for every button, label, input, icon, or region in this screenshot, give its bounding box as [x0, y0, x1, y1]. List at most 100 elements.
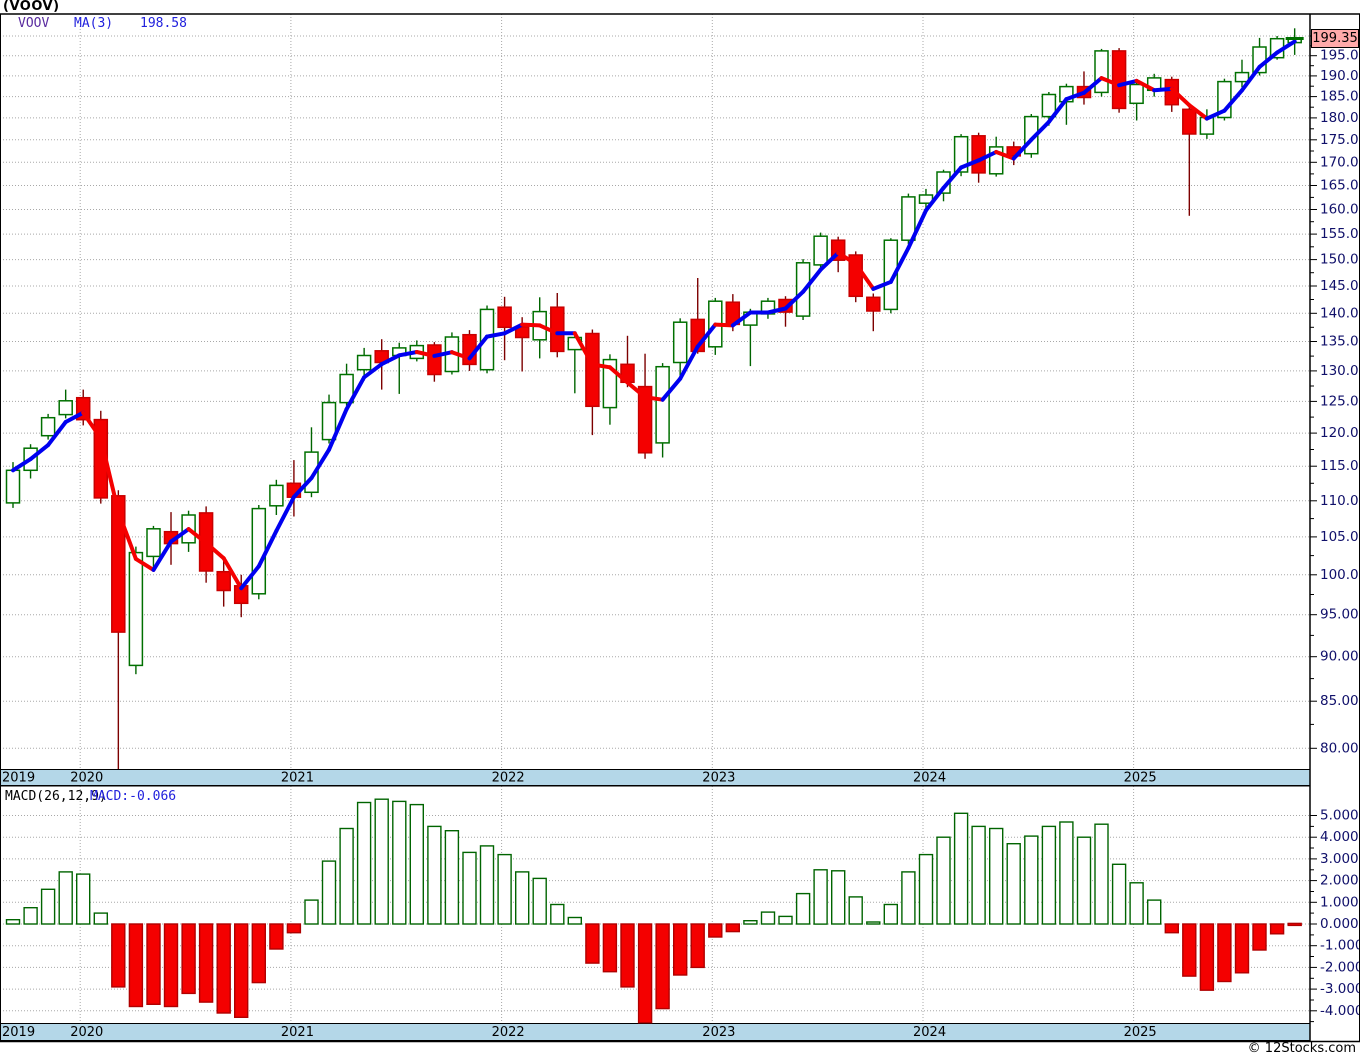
macd-bar-68 [1199, 923, 1215, 991]
macd-bar-41 [725, 923, 740, 933]
macd-bar-19 [339, 827, 354, 925]
macd-bar-22 [392, 800, 407, 925]
macd-bar-9 [163, 923, 179, 1008]
ma3-segment [766, 306, 788, 315]
ma3-segment [397, 350, 419, 358]
macd-bar-7 [128, 923, 144, 1008]
macd-bar-61 [1076, 836, 1092, 925]
ma3-segment [1134, 78, 1157, 93]
ma3-segment [730, 310, 753, 328]
year-label-2020-macd: 2020 [70, 1025, 103, 1040]
candle-body-2021-05 [356, 354, 372, 371]
macd-legend-value: MACD:-0.066 [90, 789, 177, 804]
candle-body-2022-01 [497, 306, 512, 329]
ma3-segment [485, 331, 507, 339]
macd-bar-62 [1094, 823, 1109, 925]
ma3-segment [888, 246, 911, 284]
ma3-segment [1046, 97, 1069, 124]
ma3-segment [362, 362, 384, 380]
candle-body-2021-03 [321, 401, 337, 441]
ma3-segment [291, 476, 314, 499]
candle-body-2025-03 [1164, 78, 1180, 106]
macd-bar-52 [918, 853, 934, 925]
ma3-segment [133, 556, 156, 572]
year-label-2024-macd: 2024 [913, 1025, 946, 1040]
macd-bar-45 [795, 892, 811, 925]
macd-bar-49 [866, 921, 881, 925]
ma3-segment [63, 410, 86, 424]
macd-tick-label: -1.000 [1320, 938, 1360, 954]
ma3-segment [643, 395, 665, 402]
macd-bar-54 [953, 812, 969, 925]
macd-bar-17 [304, 899, 319, 925]
price-tick-label: 170.00 [1320, 154, 1360, 170]
ma3-segment [836, 250, 858, 266]
price-tick-label: 95.00 [1320, 607, 1359, 623]
macd-tick-label: 5.000 [1320, 808, 1359, 824]
macd-bar-38 [673, 923, 688, 976]
macd-bar-27 [479, 845, 495, 925]
price-tick-label: 130.00 [1320, 363, 1360, 379]
macd-bar-26 [462, 851, 477, 925]
candle-body-2021-09 [427, 344, 442, 376]
ma3-segment [801, 267, 823, 294]
macd-bar-50 [883, 903, 898, 925]
candle-body-2024-11 [1094, 50, 1109, 94]
macd-bar-65 [1146, 899, 1162, 925]
ma3-segment [327, 407, 349, 452]
price-tick-label: 135.00 [1320, 334, 1360, 350]
ma3-segment [98, 436, 121, 514]
candle-body-2024-12 [1111, 50, 1127, 110]
candle-body-2020-09 [216, 570, 231, 592]
ma3-segment [204, 540, 226, 561]
macd-bar-64 [1129, 882, 1144, 925]
ma3-segment [818, 250, 841, 272]
year-label-2025-price: 2025 [1124, 771, 1157, 786]
ma3-segment [379, 353, 402, 367]
macd-bar-57 [1006, 843, 1021, 925]
macd-bar-42 [743, 920, 758, 925]
ma3-segment [660, 376, 683, 402]
ma3-segment [906, 208, 928, 250]
candle-body-2022-10 [655, 365, 670, 444]
candle-body-2019-11 [40, 416, 56, 437]
macd-bar-56 [989, 827, 1004, 925]
ma3-segment [502, 322, 525, 336]
candle-body-2020-12 [269, 484, 284, 507]
price-tick-label: 190.00 [1320, 68, 1360, 84]
ma3-segment [1117, 78, 1139, 88]
candle-body-2022-11 [672, 321, 688, 364]
ma3-segment [414, 350, 437, 358]
ma3-segment [537, 323, 560, 336]
watermark-link[interactable]: © 12Stocks.com [1247, 1041, 1356, 1056]
year-label-2023-price: 2023 [702, 771, 735, 786]
macd-bar-12 [216, 923, 231, 1014]
macd-bar-2 [40, 888, 56, 925]
ma3-segment [274, 495, 296, 533]
price-tick-label: 150.00 [1320, 252, 1360, 268]
year-label-2020-price: 2020 [70, 771, 103, 786]
year-label-2019-macd: 2019 [2, 1025, 35, 1040]
macd-tick-label: 0.000 [1320, 916, 1359, 932]
macd-bar-72 [1269, 923, 1285, 935]
candle-body-2025-01 [1129, 83, 1144, 105]
ma3-segment [924, 185, 946, 213]
price-tick-label: 125.00 [1320, 393, 1360, 409]
candle-body-2022-09 [637, 385, 653, 454]
macd-tick-label: 1.000 [1320, 894, 1359, 910]
candle-body-2020-03 [111, 495, 126, 633]
macd-bar-30 [532, 877, 547, 925]
macd-bar-32 [567, 916, 582, 925]
ma3-segment [1169, 86, 1192, 108]
ma3-segment [221, 556, 244, 591]
macd-bar-34 [602, 923, 618, 973]
candle-body-2020-04 [128, 551, 144, 667]
ma3-segment [1011, 137, 1034, 161]
ma3-segment [590, 362, 612, 370]
candle-body-2022-06 [585, 332, 600, 408]
macd-bar-53 [936, 836, 951, 925]
ma3-segment [169, 527, 191, 544]
last-price-tag: 199.35 [1311, 29, 1359, 48]
